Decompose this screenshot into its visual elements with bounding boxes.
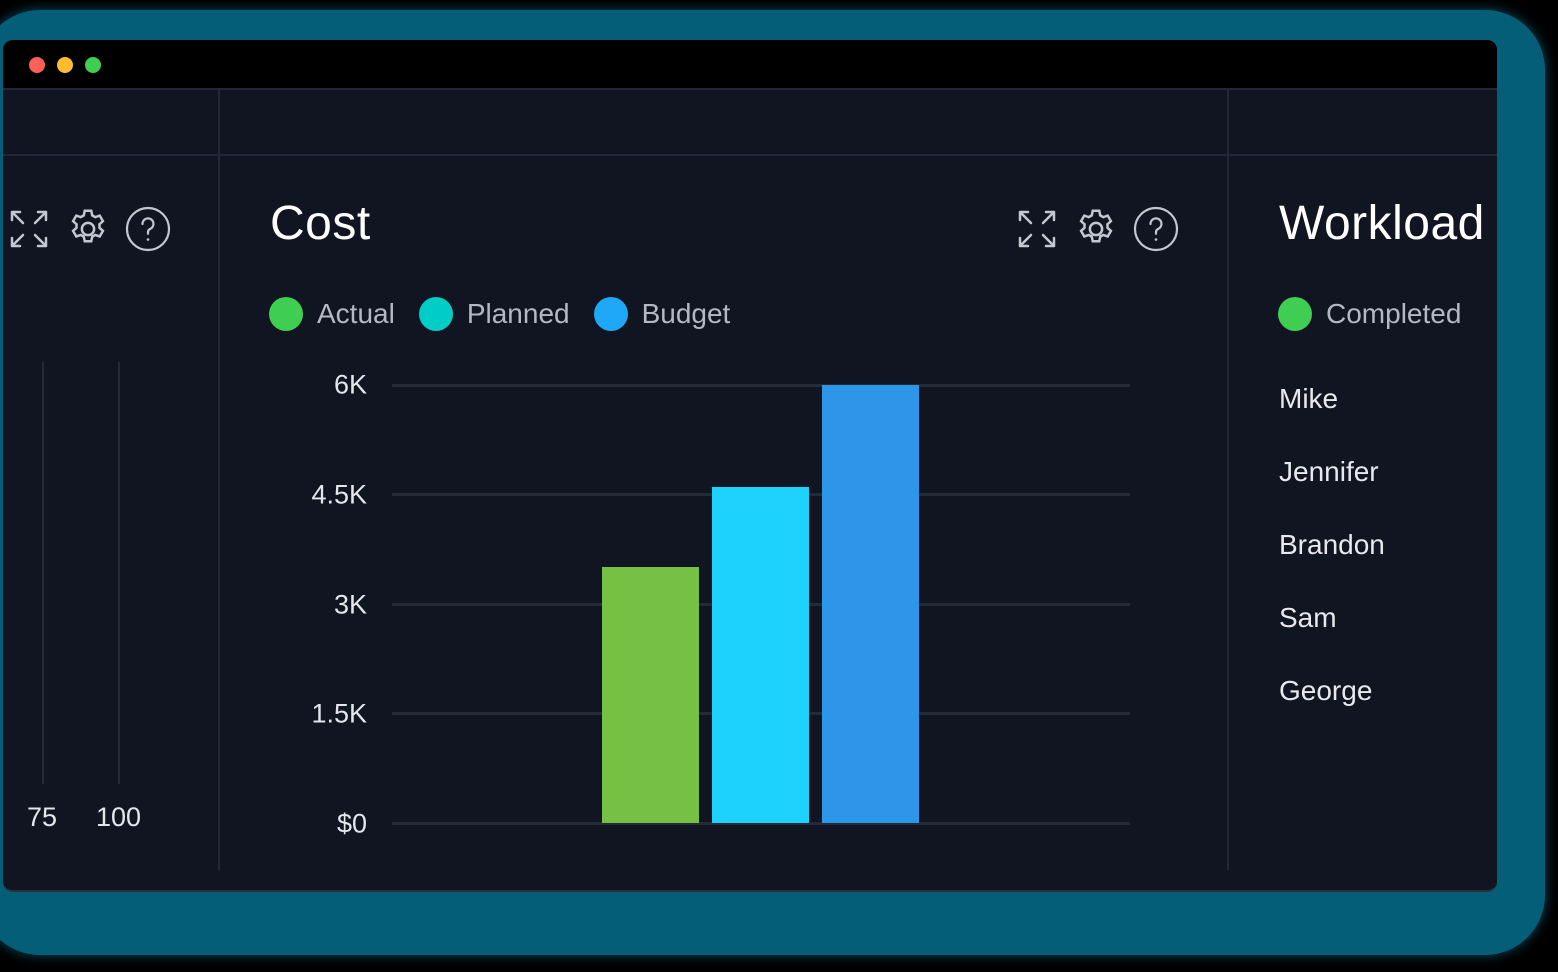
expand-icon[interactable] xyxy=(1015,207,1059,251)
title-bar xyxy=(3,40,1497,90)
legend-label: Planned xyxy=(466,298,570,329)
workload-names: Mike Jennifer Brandon Sam George xyxy=(1279,362,1385,727)
cost-legend: Actual Planned Budget xyxy=(269,297,754,331)
legend-label: Budget xyxy=(641,298,731,329)
close-button[interactable] xyxy=(29,57,45,73)
assignee-name: George xyxy=(1279,675,1373,706)
x-tick: 75 xyxy=(27,802,58,832)
assignee-name: Jennifer xyxy=(1279,456,1379,487)
legend-dot xyxy=(269,297,303,331)
y-tick: 1.5K xyxy=(311,698,367,729)
app-window: 75 100 Cost Actual xyxy=(3,40,1497,892)
gridline xyxy=(392,822,1130,825)
panel-divider xyxy=(218,90,220,870)
y-axis: 6K 4.5K 3K 1.5K $0 xyxy=(253,40,367,890)
workload-legend: Completed xyxy=(1278,297,1485,331)
expand-icon[interactable] xyxy=(7,207,51,251)
legend-dot xyxy=(418,297,453,331)
y-tick: 6K xyxy=(333,369,367,400)
gear-icon[interactable] xyxy=(65,206,111,252)
bar-budget[interactable] xyxy=(822,385,919,823)
legend-item-completed[interactable]: Completed xyxy=(1278,297,1461,331)
legend-item-budget[interactable]: Budget xyxy=(593,297,731,331)
legend-item-planned[interactable]: Planned xyxy=(418,297,570,331)
left-gridline xyxy=(42,362,44,784)
top-band xyxy=(3,90,1497,156)
x-tick: 100 xyxy=(96,802,142,832)
help-icon[interactable] xyxy=(1133,206,1179,252)
help-icon[interactable] xyxy=(125,206,171,252)
y-tick: 4.5K xyxy=(311,479,367,510)
gear-icon[interactable] xyxy=(1073,206,1119,252)
workload-title: Workload xyxy=(1279,197,1485,250)
assignee-name: Mike xyxy=(1279,383,1339,414)
assignee-name: Brandon xyxy=(1279,529,1385,560)
legend-item-actual[interactable]: Actual xyxy=(269,297,395,331)
legend-dot xyxy=(593,297,628,331)
assignee-name: Sam xyxy=(1279,602,1337,633)
left-gridline xyxy=(118,362,120,784)
bar-planned[interactable] xyxy=(712,487,809,823)
bar-actual[interactable] xyxy=(602,567,699,823)
left-panel-toolbar xyxy=(7,206,171,252)
maximize-button[interactable] xyxy=(85,57,101,73)
panel-divider xyxy=(1227,90,1229,870)
y-tick: $0 xyxy=(336,808,367,839)
legend-label: Actual xyxy=(317,298,395,329)
minimize-button[interactable] xyxy=(57,57,73,73)
cost-toolbar xyxy=(1015,206,1179,252)
legend-label: Completed xyxy=(1326,298,1462,329)
gridline xyxy=(392,384,1130,387)
cost-title: Cost xyxy=(270,197,371,250)
legend-dot xyxy=(1278,297,1312,331)
y-tick: 3K xyxy=(333,589,367,620)
